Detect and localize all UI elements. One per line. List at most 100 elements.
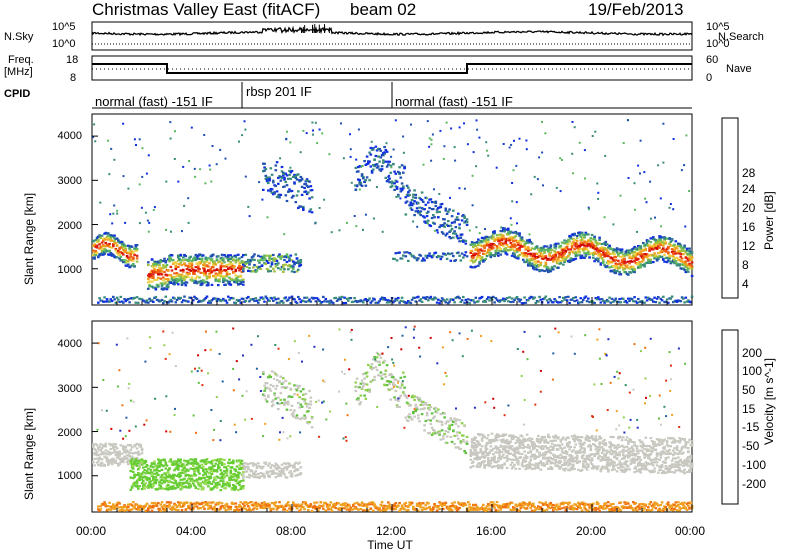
power-cell [287,298,290,301]
power-cell [414,193,418,196]
power-cell [628,252,631,255]
power-cell [141,175,144,178]
velocity-cell [142,466,145,469]
power-cell [624,250,628,253]
power-cell [122,122,125,125]
velocity-cell [132,467,135,470]
power-cell [593,260,596,263]
power-cell [97,255,100,258]
power-cell [670,238,674,242]
velocity-cell [247,467,250,470]
power-cell [558,296,561,299]
power-cell [472,151,475,154]
power-cell [569,248,573,251]
velocity-cell [130,486,134,489]
power-cell [619,251,623,255]
velocity-cell [198,466,201,469]
velocity-cell [220,461,224,464]
velocity-cell [114,461,118,464]
power-cell [509,230,513,233]
power-cell [152,273,155,276]
velocity-cell [275,463,279,467]
velocity-cell [392,376,395,379]
power-cell [292,267,295,270]
power-cell [133,253,136,256]
power-cell [524,301,528,304]
velocity-cell [300,405,304,408]
power-cell [607,300,610,303]
power-cell [400,182,404,185]
power-cell [213,260,216,263]
power-cell [588,238,591,241]
velocity-cell [518,438,521,441]
power-cell [615,269,619,273]
power-cell [654,254,658,257]
velocity-cell [247,465,250,469]
velocity-cell [135,464,139,467]
power-cell [293,298,296,301]
power-cell [570,298,574,301]
power-cell [184,255,188,258]
power-cell [242,263,245,266]
power-cell [150,280,154,283]
power-cell [527,249,530,252]
power-cell [225,273,229,276]
power-cell [643,301,646,304]
power-cell [647,257,650,260]
velocity-cell [143,484,146,488]
power-cell [452,255,455,258]
velocity-cell [207,479,210,482]
power-cell [657,164,660,167]
velocity-cell [234,468,238,471]
power-cell [519,240,523,243]
velocity-cell [139,475,143,478]
power-cell [659,238,663,241]
power-cell [558,254,561,257]
power-cell [678,258,681,261]
power-cell [268,256,271,260]
power-cell [381,152,384,155]
power-cell [468,302,471,305]
velocity-cell [193,462,196,465]
power-cell [286,130,288,133]
power-cell [548,252,551,255]
power-cell [623,257,626,260]
velocity-cell [117,464,120,467]
velocity-cell [214,462,218,465]
power-cell [97,301,100,304]
velocity-cell [379,356,383,359]
velocity-cell [415,396,419,399]
power-cell [119,246,123,249]
power-cell [117,239,120,242]
power-cell [663,236,666,239]
power-cell [214,297,218,300]
velocity-cell [385,364,389,367]
power-cell [567,243,570,246]
power-cell [144,211,147,214]
power-cell [263,169,266,172]
velocity-cell [184,470,188,473]
power-cell [450,252,454,255]
velocity-cell [212,459,215,462]
velocity-cell [150,462,154,465]
velocity-cell [450,440,454,443]
power-cell [118,257,121,260]
power-cell [94,140,97,143]
power-cell [584,255,588,258]
velocity-cell [454,420,458,423]
power-cell [480,245,484,248]
power-cell [238,140,240,143]
power-cell [685,134,688,137]
velocity-cell [413,415,416,418]
power-cell [437,216,440,219]
power-cell [648,244,651,247]
power-cell [133,138,136,141]
velocity-cell [469,454,473,457]
power-cell [438,302,441,305]
power-cell [404,255,408,258]
power-cell [486,149,489,152]
velocity-cell [95,451,99,454]
power-cell [571,152,574,155]
velocity-cell [132,482,135,486]
velocity-cell [270,405,274,408]
